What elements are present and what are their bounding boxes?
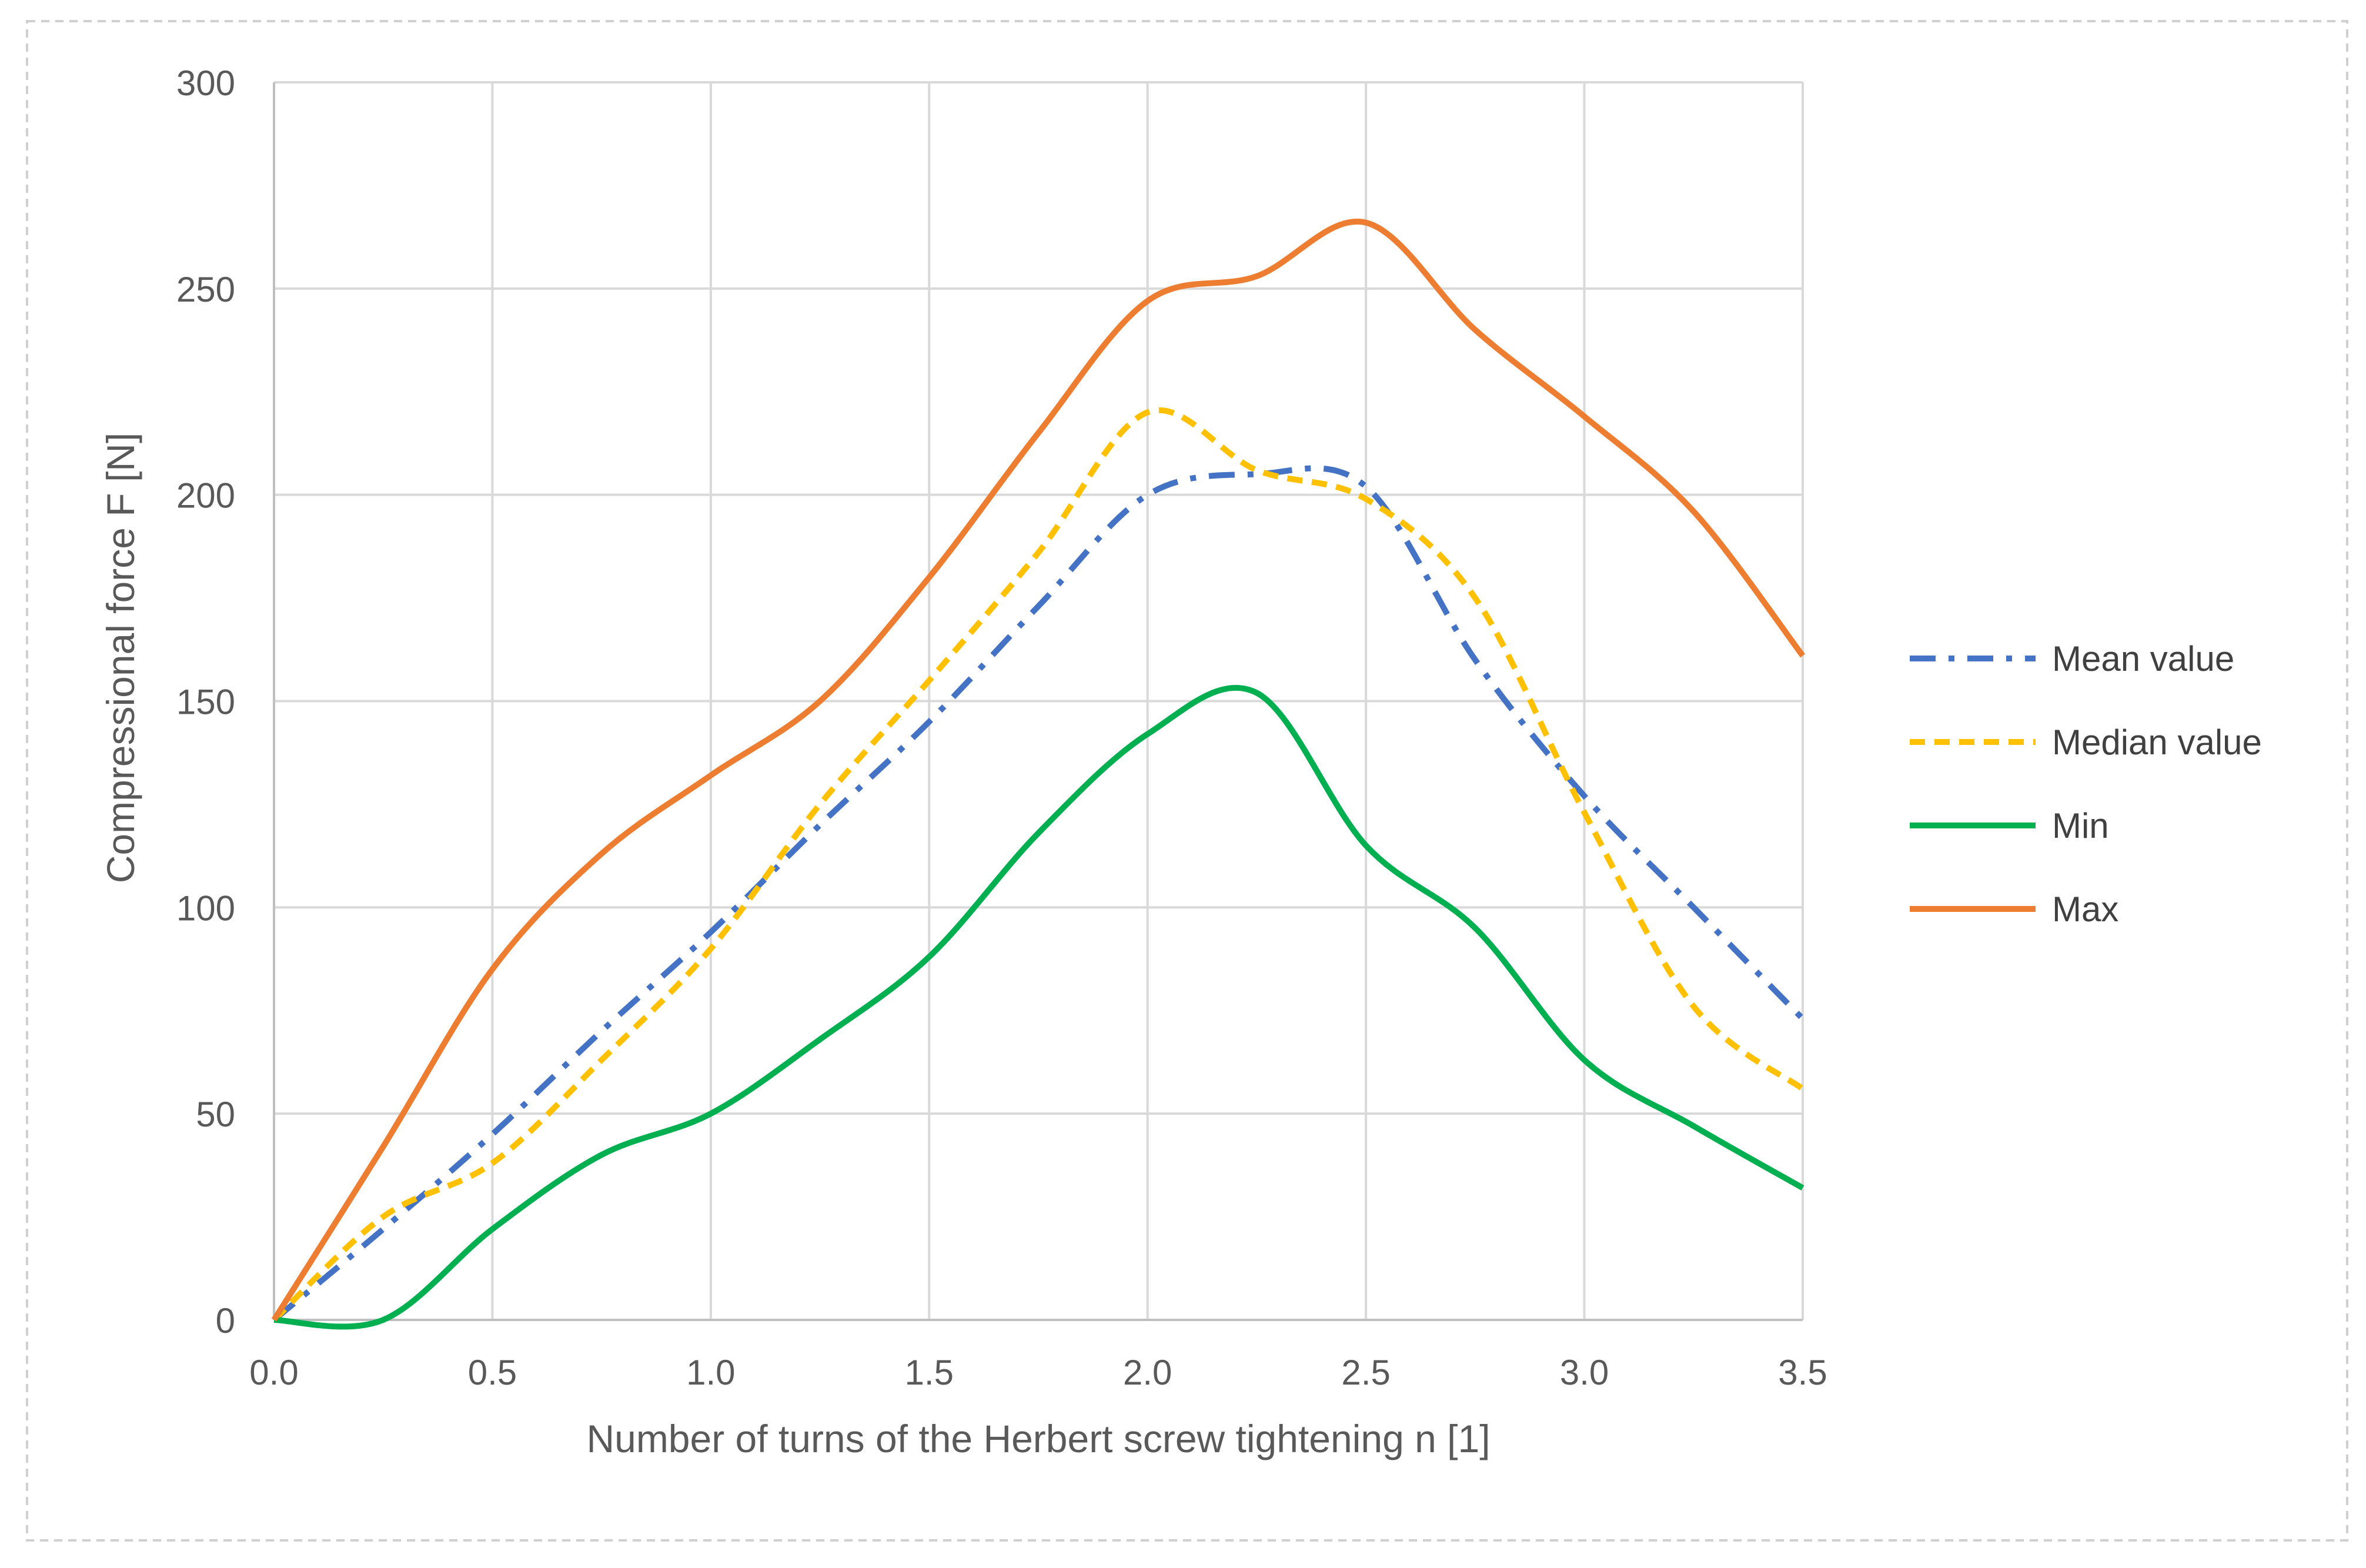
y-tick-label: 100 xyxy=(176,888,235,928)
series-line-max xyxy=(271,218,1805,1322)
y-tick-label: 300 xyxy=(176,63,235,103)
legend: Mean value Median value Min Max xyxy=(1910,639,2262,929)
series-line-mean-value xyxy=(272,465,1805,1322)
x-axis-title: Number of turns of the Herbert screw tig… xyxy=(586,1417,1490,1460)
series-line-median-value xyxy=(272,407,1805,1322)
x-tick-label: 0.5 xyxy=(468,1353,517,1392)
x-tick-label: 2.5 xyxy=(1341,1353,1390,1392)
x-tick-label: 3.5 xyxy=(1778,1353,1827,1392)
data-series xyxy=(271,218,1805,1330)
y-axis-title: Compressional force F [N] xyxy=(99,433,142,884)
legend-label-min: Min xyxy=(2052,806,2109,845)
y-tick-label: 50 xyxy=(196,1095,235,1134)
x-tick-label: 1.5 xyxy=(905,1353,954,1392)
series-line-min xyxy=(273,684,1804,1330)
x-tick-label: 0.0 xyxy=(249,1353,298,1392)
y-tick-labels: 0 50 100 150 200 250 300 xyxy=(176,63,235,1340)
grid-lines xyxy=(273,81,1804,1321)
axes xyxy=(273,82,1803,1321)
legend-label-median-value: Median value xyxy=(2052,723,2262,762)
y-tick-label: 250 xyxy=(176,270,235,309)
x-tick-label: 2.0 xyxy=(1123,1353,1172,1392)
x-tick-label: 1.0 xyxy=(686,1353,735,1392)
y-tick-label: 150 xyxy=(176,683,235,722)
y-tick-label: 0 xyxy=(216,1301,235,1340)
x-tick-labels: 0.0 0.5 1.0 1.5 2.0 2.5 3.0 3.5 xyxy=(249,1353,1827,1392)
legend-label-mean-value: Mean value xyxy=(2052,639,2234,678)
y-tick-label: 200 xyxy=(176,476,235,516)
x-tick-label: 3.0 xyxy=(1560,1353,1609,1392)
legend-label-max: Max xyxy=(2052,890,2118,929)
chart-frame xyxy=(26,20,2348,1542)
